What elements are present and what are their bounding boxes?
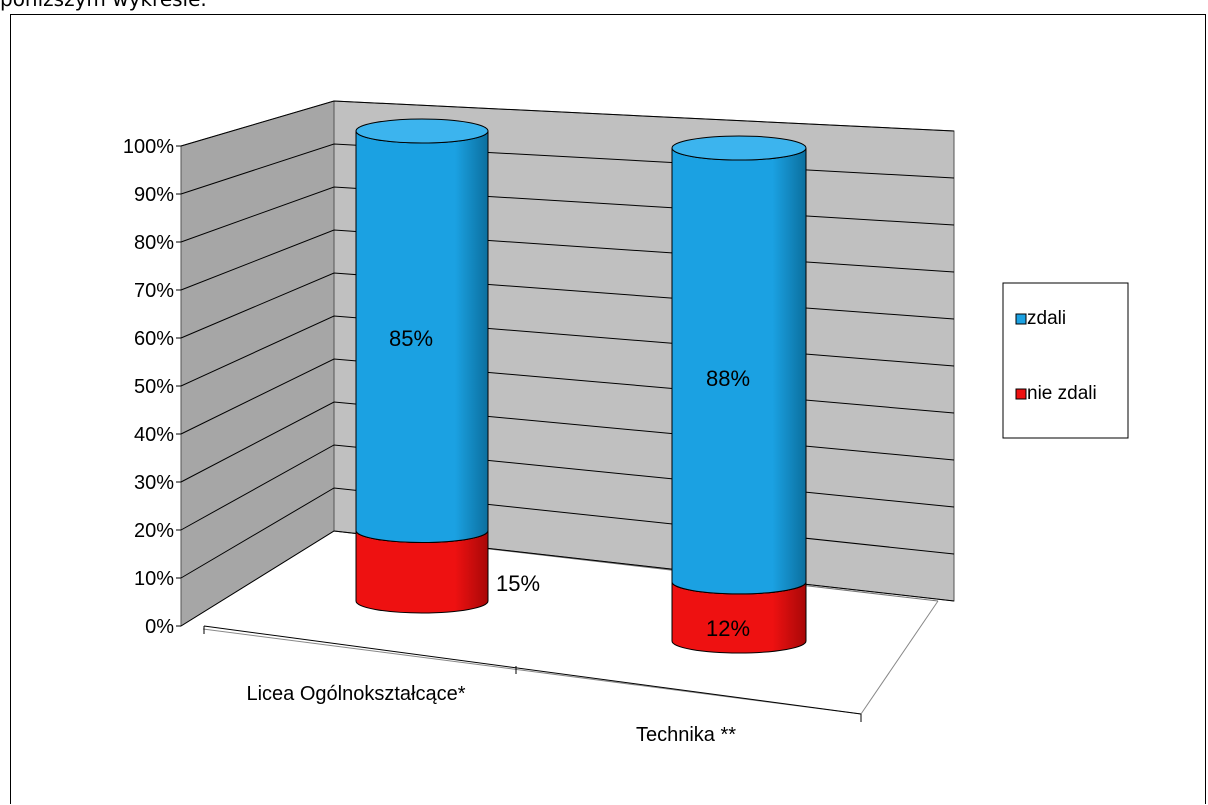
y-tick-label: 70% xyxy=(134,280,174,302)
y-tick-label: 50% xyxy=(134,376,174,398)
data-label: 88% xyxy=(706,366,750,391)
legend-swatch xyxy=(1015,388,1027,400)
gridline xyxy=(180,100,955,147)
legend-label: nie zdali xyxy=(1027,383,1097,404)
data-label: 15% xyxy=(496,571,540,596)
y-tick-label: 60% xyxy=(134,328,174,350)
y-tick-label: 40% xyxy=(134,424,174,446)
x-category-label: Technika ** xyxy=(636,724,736,746)
bars: 85% 15% 88% 12% xyxy=(355,118,807,654)
legend: zdali nie zdali xyxy=(1002,282,1129,439)
legend-swatch xyxy=(1015,313,1027,325)
y-tick-label: 10% xyxy=(134,568,174,590)
legend-label: zdali xyxy=(1027,308,1066,329)
y-axis: 0% 10% 20% 30% 40% 50% 60% 70% 80% 90% 100% xyxy=(123,136,181,638)
x-axis: Licea Ogólnokształcące* Technika ** xyxy=(203,625,862,746)
chart-walls xyxy=(180,100,955,715)
legend-box xyxy=(1002,282,1129,439)
y-tick-label: 100% xyxy=(123,136,174,158)
data-label: 85% xyxy=(389,326,433,351)
x-axis-line xyxy=(203,625,862,715)
chart-3d-cylinder: 0% 10% 20% 30% 40% 50% 60% 70% 80% 90% 100% Licea … xyxy=(123,100,1129,746)
y-tick-label: 0% xyxy=(145,616,174,638)
y-tick-label: 80% xyxy=(134,232,174,254)
side-wall xyxy=(180,100,335,627)
chart-frame: 0% 10% 20% 30% 40% 50% 60% 70% 80% 90% 100% Licea … xyxy=(10,14,1206,804)
data-label: 12% xyxy=(706,616,750,641)
cylinder-top-cap xyxy=(355,118,489,144)
y-tick-label: 30% xyxy=(134,472,174,494)
x-category-label: Licea Ogólnokształcące* xyxy=(246,683,465,705)
cylinder-top-cap xyxy=(671,135,807,161)
y-tick-label: 20% xyxy=(134,520,174,542)
y-tick-label: 90% xyxy=(134,184,174,206)
page-intro-text: poniższym wykresie. xyxy=(0,0,207,11)
